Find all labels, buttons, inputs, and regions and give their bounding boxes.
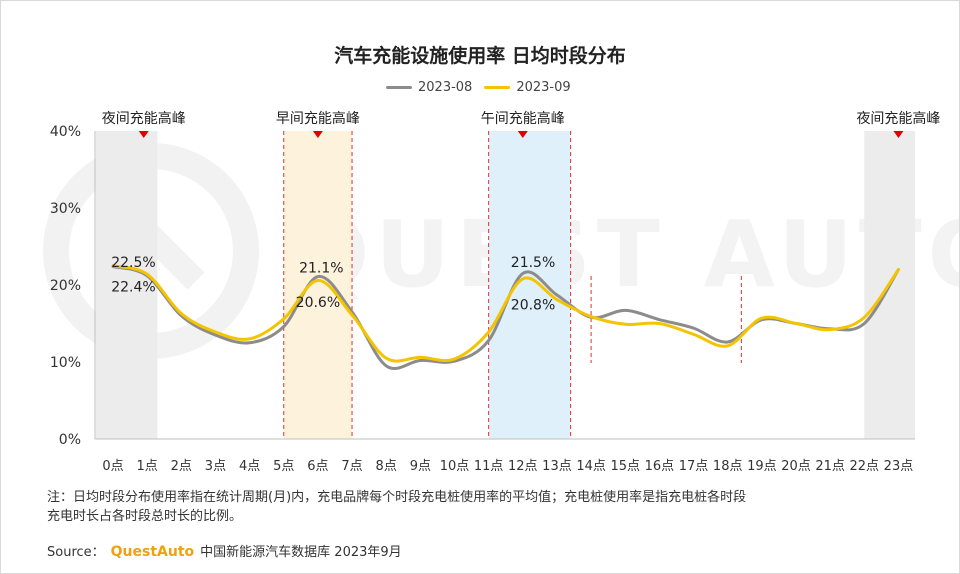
highlight-bands: 夜间充能高峰 早间充能高峰 午间充能高峰 夜间充能高峰 xyxy=(95,110,940,439)
x-tick-label-19: 19点 xyxy=(747,459,777,474)
source-line: Source： QuestAuto 中国新能源汽车数据库 2023年9月 xyxy=(47,541,402,560)
x-tick-label-23: 23点 xyxy=(884,459,914,474)
y-tick-label-3: 30% xyxy=(50,201,81,217)
band-label-3: 夜间充能高峰 xyxy=(856,110,940,127)
data-label-5: 20.8% xyxy=(511,297,555,313)
x-tick-label-2: 2点 xyxy=(171,459,192,474)
highlight-band-1 xyxy=(283,131,353,439)
line-chart: QUEST AUTO 夜间充能高峰 早间充能高峰 午间充能高峰 夜间充能高峰 0% 10… xyxy=(43,110,959,474)
data-label-4: 21.5% xyxy=(511,255,555,271)
x-tick-label-17: 17点 xyxy=(679,459,709,474)
data-label-1: 22.4% xyxy=(111,280,155,296)
axes: 0% 10% 20% 30% 40% 0点 1点 2点 3点 4点 5点 6点 7点 8点 9点 10点 11点… xyxy=(50,124,915,474)
legend-label-2023-08: 2023-08 xyxy=(418,80,473,95)
x-tick-label-15: 15点 xyxy=(610,459,640,474)
x-tick-label-11: 11点 xyxy=(474,459,504,474)
x-tick-label-0: 0点 xyxy=(102,459,123,474)
peak-marker-3 xyxy=(893,131,904,138)
x-tick-label-4: 4点 xyxy=(239,459,260,474)
y-tick-label-4: 40% xyxy=(50,124,81,140)
x-tick-label-16: 16点 xyxy=(645,459,675,474)
band-label-2: 午间充能高峰 xyxy=(481,110,565,127)
data-label-0: 22.5% xyxy=(111,255,155,271)
data-labels: 22.5% 22.4% 21.1% 20.6% 21.5% 20.8% xyxy=(111,255,555,313)
x-tick-label-6: 6点 xyxy=(307,459,328,474)
source-brand-logo: QuestAuto xyxy=(110,544,195,560)
x-tick-label-20: 20点 xyxy=(781,459,811,474)
peak-marker-0 xyxy=(138,131,149,138)
x-tick-label-21: 21点 xyxy=(815,459,845,474)
y-tick-label-2: 20% xyxy=(50,278,81,294)
chart-note: 注：日均时段分布使用率指在统计周期(月)内，充电品牌每个时段充电桩使用率的平均值… xyxy=(47,488,927,526)
x-tick-label-14: 14点 xyxy=(576,459,606,474)
peak-marker-2 xyxy=(517,131,528,138)
note-line-2: 充电时长占各时段总时长的比例。 xyxy=(47,509,243,524)
data-label-2: 21.1% xyxy=(299,260,343,276)
legend-item-2023-08: 2023-08 xyxy=(386,80,472,95)
highlight-band-0 xyxy=(95,131,158,439)
x-tick-label-1: 1点 xyxy=(137,459,158,474)
legend-swatch-2023-08 xyxy=(386,86,412,89)
data-label-3: 20.6% xyxy=(296,295,340,311)
series-lines xyxy=(111,264,900,371)
x-tick-label-10: 10点 xyxy=(440,459,470,474)
x-tick-label-8: 8点 xyxy=(376,459,397,474)
note-line-1: 注：日均时段分布使用率指在统计周期(月)内，充电品牌每个时段充电桩使用率的平均值… xyxy=(47,490,747,505)
legend-swatch-2023-09 xyxy=(484,86,511,89)
x-tick-label-13: 13点 xyxy=(542,459,572,474)
source-text: 中国新能源汽车数据库 2023年9月 xyxy=(200,545,402,560)
legend-label-2023-09: 2023-09 xyxy=(516,80,571,95)
band-label-1: 早间充能高峰 xyxy=(276,110,360,127)
y-tick-label-1: 10% xyxy=(50,355,81,371)
x-tick-label-5: 5点 xyxy=(273,459,294,474)
legend-item-2023-09: 2023-09 xyxy=(484,80,571,95)
x-tick-label-12: 12点 xyxy=(508,459,538,474)
x-tick-label-18: 18点 xyxy=(713,459,743,474)
chart-title: 汽车充能设施使用率 日均时段分布 xyxy=(334,45,626,67)
series-line-2023-09 xyxy=(111,264,900,363)
x-tick-label-22: 22点 xyxy=(850,459,880,474)
x-tick-label-9: 9点 xyxy=(410,459,431,474)
peak-marker-1 xyxy=(312,131,323,138)
x-tick-label-7: 7点 xyxy=(341,459,362,474)
x-tick-label-3: 3点 xyxy=(205,459,226,474)
band-label-0: 夜间充能高峰 xyxy=(102,110,186,127)
watermark-text: QUEST AUTO xyxy=(291,201,959,308)
y-tick-label-0: 0% xyxy=(59,432,81,448)
watermark: QUEST AUTO xyxy=(43,143,959,359)
highlight-band-2 xyxy=(488,131,571,439)
legend: 2023-08 2023-09 xyxy=(386,80,571,95)
source-label: Source： xyxy=(47,545,105,560)
